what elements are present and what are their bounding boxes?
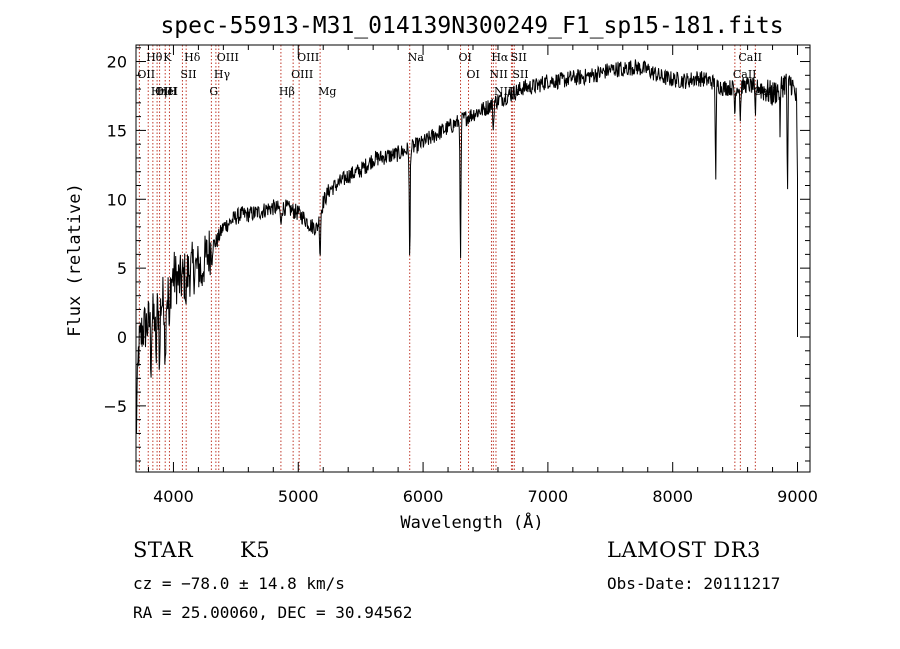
x-tick-label: 7000 — [528, 487, 569, 506]
line-label: OI — [459, 51, 472, 64]
object-subclass: K5 — [240, 538, 271, 562]
object-class: STAR — [133, 538, 194, 562]
line-label: H — [167, 85, 177, 98]
x-tick-label: 4000 — [153, 487, 194, 506]
spectrum-line — [135, 59, 798, 434]
plot-frame — [135, 44, 811, 473]
line-label: HeI — [158, 85, 178, 98]
y-axis-label: Flux (relative) — [65, 183, 85, 337]
y-axis-ticks: −5 0 5 10 15 20 — [103, 47, 810, 462]
line-label: Hα — [491, 51, 509, 64]
x-tick-label: 9000 — [777, 487, 818, 506]
y-tick-label: 0 — [117, 328, 127, 347]
line-label: Li — [509, 85, 520, 98]
line-label: Hη — [151, 85, 167, 98]
line-label: OIII — [155, 85, 177, 98]
line-label: SII — [512, 68, 528, 81]
chart-title: spec-55913-M31_014139N300249_F1_sp15-181… — [160, 13, 783, 39]
line-label: G — [209, 85, 218, 98]
line-markers — [138, 45, 756, 472]
x-axis-ticks: 4000 5000 6000 7000 8000 9000 — [147, 45, 818, 506]
obs-date: Obs-Date: 20111217 — [607, 574, 781, 593]
line-label: SII — [180, 68, 196, 81]
y-tick-label: 5 — [117, 259, 127, 278]
line-label: Mg — [318, 85, 336, 98]
line-label: SII — [511, 51, 527, 64]
x-tick-label: 6000 — [403, 487, 444, 506]
line-label: OIII — [291, 68, 313, 81]
line-label: Hθ — [146, 51, 163, 64]
line-label: Hβ — [279, 85, 295, 98]
x-axis-label: Wavelength (Å) — [400, 511, 543, 533]
line-label: K — [163, 51, 172, 64]
line-label: OI — [467, 68, 480, 81]
y-tick-label: −5 — [103, 397, 127, 416]
redshift-info: cz = −78.0 ± 14.8 km/s — [133, 574, 345, 593]
line-label: CaII — [733, 68, 757, 81]
coordinates: RA = 25.00060, DEC = 30.94562 — [133, 603, 413, 622]
survey-name: LAMOST DR3 — [607, 538, 761, 562]
line-label: CaII — [738, 51, 762, 64]
line-label: NII — [489, 68, 507, 81]
line-label: OIII — [217, 51, 239, 64]
y-tick-label: 20 — [107, 53, 127, 72]
x-tick-label: 8000 — [652, 487, 693, 506]
line-label: OII — [137, 68, 155, 81]
line-label: Hγ — [214, 68, 231, 81]
x-tick-label: 5000 — [278, 487, 319, 506]
line-label: Hδ — [184, 51, 201, 64]
line-label: Na — [408, 51, 425, 64]
y-tick-label: 10 — [107, 190, 127, 209]
line-label: OIII — [297, 51, 319, 64]
y-tick-label: 15 — [107, 121, 127, 140]
